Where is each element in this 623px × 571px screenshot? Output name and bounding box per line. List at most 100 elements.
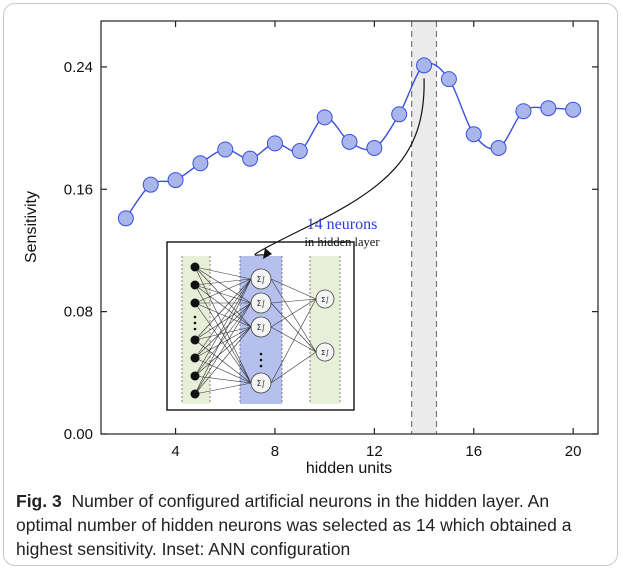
inset-input-node: [190, 335, 200, 345]
inset-output-node: [315, 342, 335, 362]
annotation-subtitle: in hidden layer: [305, 235, 381, 249]
inset-output-node-symbol: Σ∫: [321, 296, 329, 304]
inset-connection: [194, 302, 252, 359]
inset-ellipsis-dot: [193, 321, 197, 325]
data-point-marker: [142, 176, 159, 193]
y-tick-label: 0.24: [64, 59, 93, 76]
data-point-marker: [515, 103, 532, 120]
inset-hidden-node-symbol: Σ∫: [257, 299, 266, 308]
inset-hidden-node-symbol: Σ∫: [257, 275, 266, 284]
caption-label: Fig. 3: [16, 491, 62, 511]
chart: 4 8 12 16 20 0.00 0.08 0.16 0.24 Σ∫ Σ∫ Σ∫ Σ∫ Σ∫ Σ∫ 14…: [23, 20, 599, 477]
x-axis-label: hidden units: [306, 460, 392, 477]
inset-connection: [270, 298, 317, 328]
ann-inset-diagram: Σ∫ Σ∫ Σ∫ Σ∫ Σ∫ Σ∫: [166, 241, 355, 411]
inset-connection: [194, 382, 252, 395]
inset-output-band: [310, 256, 340, 404]
inset-connection: [194, 302, 252, 377]
inset-connection: [270, 298, 317, 384]
inset-connection: [194, 278, 252, 341]
inset-connection: [270, 326, 317, 353]
inset-input-node: [190, 298, 200, 308]
inset-connection: [194, 284, 252, 304]
figure-caption: Fig. 3 Number of configured artificial n…: [16, 489, 606, 561]
data-point-marker: [540, 100, 557, 117]
y-axis-label: Sensitivity: [23, 191, 40, 263]
data-point-marker: [266, 135, 283, 152]
inset-ellipsis-dot: [259, 352, 263, 356]
plot-frame: [100, 20, 599, 435]
inset-hidden-node: [250, 316, 272, 338]
annotation-arrow: [254, 78, 425, 258]
inset-connection: [194, 302, 252, 395]
inset-input-node: [190, 262, 200, 272]
inset-connection: [270, 278, 317, 353]
inset-connection: [194, 302, 252, 384]
inset-connection: [270, 302, 317, 353]
data-point-marker: [117, 210, 134, 227]
inset-ellipsis-dot: [193, 327, 197, 331]
figure-frame: [3, 3, 618, 566]
inset-connection: [194, 284, 252, 384]
inset-connection: [270, 351, 317, 384]
annotation-arrowhead: [263, 248, 272, 259]
data-point-marker: [316, 109, 333, 126]
inset-connection: [270, 298, 317, 304]
inset-connection: [194, 266, 252, 304]
inset-hidden-node-symbol: Σ∫: [257, 379, 266, 388]
series-sensitivity: [117, 57, 582, 227]
x-tick-label: 16: [465, 443, 482, 460]
inset-ellipsis-dot: [259, 358, 263, 362]
data-point-marker: [391, 106, 408, 123]
data-point-marker: [291, 143, 308, 160]
inset-hidden-node: [250, 292, 272, 314]
inset-connection: [194, 284, 252, 328]
inset-connection: [194, 302, 252, 328]
inset-connection: [194, 278, 252, 304]
x-tick-label: 8: [271, 443, 279, 460]
inset-connection: [194, 266, 252, 328]
inset-ellipsis-dot: [193, 315, 197, 319]
y-tick-label: 0.08: [64, 304, 93, 321]
inset-connection: [194, 326, 252, 395]
inset-connection: [194, 326, 252, 359]
inset-input-node: [190, 353, 200, 363]
inset-connection: [194, 339, 252, 384]
data-point-marker: [341, 133, 358, 150]
inset-connection: [194, 302, 252, 341]
x-tick-label: 4: [171, 443, 179, 460]
inset-connection: [194, 326, 252, 377]
inset-output-node: [315, 289, 335, 309]
inset-hidden-node: [250, 268, 272, 290]
inset-connection: [194, 278, 252, 395]
inset-hidden-node: [250, 372, 272, 394]
inset-connection: [194, 326, 252, 341]
data-point-marker: [440, 71, 457, 88]
data-point-marker: [490, 139, 507, 156]
y-tick-label: 0.00: [64, 426, 93, 443]
data-point-marker: [192, 155, 209, 172]
inset-connection: [194, 375, 252, 384]
x-tick-label: 20: [565, 443, 582, 460]
data-point-marker: [416, 57, 433, 74]
data-point-marker: [242, 150, 259, 167]
inset-connection: [194, 278, 252, 286]
inset-connection: [194, 278, 252, 359]
inset-connection: [194, 357, 252, 384]
inset-connection: [194, 266, 252, 280]
inset-connection: [270, 278, 317, 300]
data-point-marker: [366, 139, 383, 156]
annotation-title: 14 neurons: [307, 216, 378, 233]
y-tick-label: 0.16: [64, 181, 93, 198]
inset-input-node: [190, 280, 200, 290]
data-point-marker: [167, 172, 184, 189]
inset-output-node-symbol: Σ∫: [321, 349, 329, 357]
x-tick-label: 12: [366, 443, 383, 460]
inset-hidden-node-symbol: Σ∫: [257, 323, 266, 332]
inset-connection: [194, 278, 252, 377]
data-point-marker: [217, 141, 234, 158]
inset-connection: [194, 266, 252, 384]
inset-ellipsis-dot: [259, 364, 263, 368]
data-point-marker: [465, 126, 482, 143]
caption-text: Number of configured artificial neurons …: [16, 491, 572, 559]
